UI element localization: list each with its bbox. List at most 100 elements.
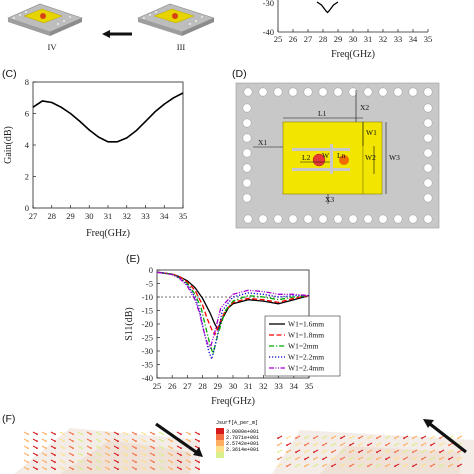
s11-legend-label: W1=2.4mm: [288, 364, 324, 373]
via-hole: [423, 118, 433, 128]
dim-w3: W3: [389, 153, 400, 162]
current-vector-head: [340, 465, 342, 468]
gain-x-axis-label: Freq(GHz): [86, 228, 130, 239]
via-hole: [242, 118, 252, 128]
via-hole: [393, 214, 403, 224]
current-vector-head: [439, 465, 441, 468]
via-hole: [423, 163, 433, 173]
current-vector-head: [171, 461, 173, 464]
current-vector-head: [153, 461, 155, 464]
current-vector-head: [394, 437, 396, 440]
current-vector-head: [367, 451, 369, 454]
s11-x-tick-label: 26: [168, 381, 177, 391]
top-x-tick-label: 30: [349, 34, 358, 44]
current-vector-head: [144, 433, 146, 436]
colorbar-value: 2.5742e+001: [226, 441, 259, 447]
current-vector-head: [421, 458, 423, 461]
current-vector-head: [385, 465, 387, 468]
current-vector-head: [430, 437, 432, 440]
current-vector-head: [153, 433, 155, 436]
gain-x-tick-label: 35: [179, 211, 188, 221]
current-vector-head: [90, 433, 92, 436]
s11-y-tick-label: 0: [149, 265, 153, 275]
current-vector-head: [340, 444, 342, 447]
current-vector-head: [304, 444, 306, 447]
s11-x-tick-label: 29: [214, 381, 223, 391]
s11-legend: W1=1.6mm W1=1.8mm W1=2mm W1=2.2mm W1=2.4mm: [264, 315, 341, 377]
current-vector-head: [45, 468, 47, 471]
current-vector-head: [331, 437, 333, 440]
current-vector-head: [367, 444, 369, 447]
patch-extension: [362, 121, 383, 195]
top-y-tick: -40: [263, 27, 274, 37]
current-vector-head: [412, 458, 414, 461]
chip-step-iv: [7, 3, 83, 36]
s11-x-tick-label: 30: [229, 381, 238, 391]
current-vector-head: [108, 461, 110, 464]
dim-l1: L1: [318, 109, 327, 118]
current-vector-head: [36, 440, 38, 443]
current-vector-head: [189, 468, 191, 471]
current-vector-head: [90, 461, 92, 464]
current-vector-head: [412, 437, 414, 440]
current-vector-head: [340, 437, 342, 440]
via-hole: [423, 87, 433, 97]
top-y-tick: -30: [263, 0, 274, 8]
current-vector-head: [331, 444, 333, 447]
current-vector-head: [313, 465, 315, 468]
current-vector-head: [367, 458, 369, 461]
current-vector-head: [108, 440, 110, 443]
panel-label-c: (C): [2, 68, 17, 80]
via-hole: [333, 87, 343, 97]
current-vector-head: [153, 454, 155, 457]
s11-x-tick-label: 33: [274, 381, 283, 391]
top-x-tick-label: 29: [334, 34, 343, 44]
via-hole: [288, 214, 298, 224]
current-vector-head: [81, 461, 83, 464]
via-holes: [242, 87, 433, 224]
current-vector-head: [99, 461, 101, 464]
current-vector-head: [340, 458, 342, 461]
via-hole: [242, 148, 252, 158]
current-vector-head: [117, 454, 119, 457]
s11-y-tick-label: -35: [142, 360, 153, 370]
current-vector-head: [27, 440, 29, 443]
current-vector-head: [135, 440, 137, 443]
s11-x-tick-label: 34: [290, 381, 299, 391]
current-vector-head: [153, 468, 155, 471]
current-vector-head: [403, 437, 405, 440]
feed-pin: [312, 153, 326, 167]
current-vector-head: [54, 447, 56, 450]
via-hole: [303, 87, 313, 97]
current-vector-head: [72, 461, 74, 464]
current-vector-head: [394, 444, 396, 447]
s11-x-axis-label: Freq(GHz): [211, 396, 255, 407]
s11-legend-label: W1=1.6mm: [288, 320, 324, 329]
via-hole: [273, 214, 283, 224]
current-vector-head: [358, 437, 360, 440]
via-hole: [318, 214, 328, 224]
current-vector-head: [126, 461, 128, 464]
via-hole: [243, 214, 253, 224]
current-vector-head: [457, 451, 459, 454]
s11-x-tick-label: 25: [153, 381, 162, 391]
s11-y-tick-label: -20: [142, 319, 153, 329]
current-vector-head: [54, 454, 56, 457]
current-vector-head: [90, 440, 92, 443]
current-vector-head: [340, 451, 342, 454]
s11-series-line: [156, 271, 310, 349]
via-hole: [242, 193, 252, 203]
s11-x-tick-label: 32: [259, 381, 268, 391]
current-vector-head: [45, 454, 47, 457]
top-x-tick-label: 28: [319, 34, 328, 44]
current-vector-head: [457, 437, 459, 440]
via-hole: [423, 193, 433, 203]
current-vector-head: [304, 437, 306, 440]
current-vector-head: [313, 437, 315, 440]
current-vector-head: [36, 433, 38, 436]
current-vector-head: [412, 451, 414, 454]
top-x-tick-label: 35: [424, 34, 433, 44]
via-hole: [348, 87, 358, 97]
current-vector-head: [322, 451, 324, 454]
current-vector-head: [99, 454, 101, 457]
